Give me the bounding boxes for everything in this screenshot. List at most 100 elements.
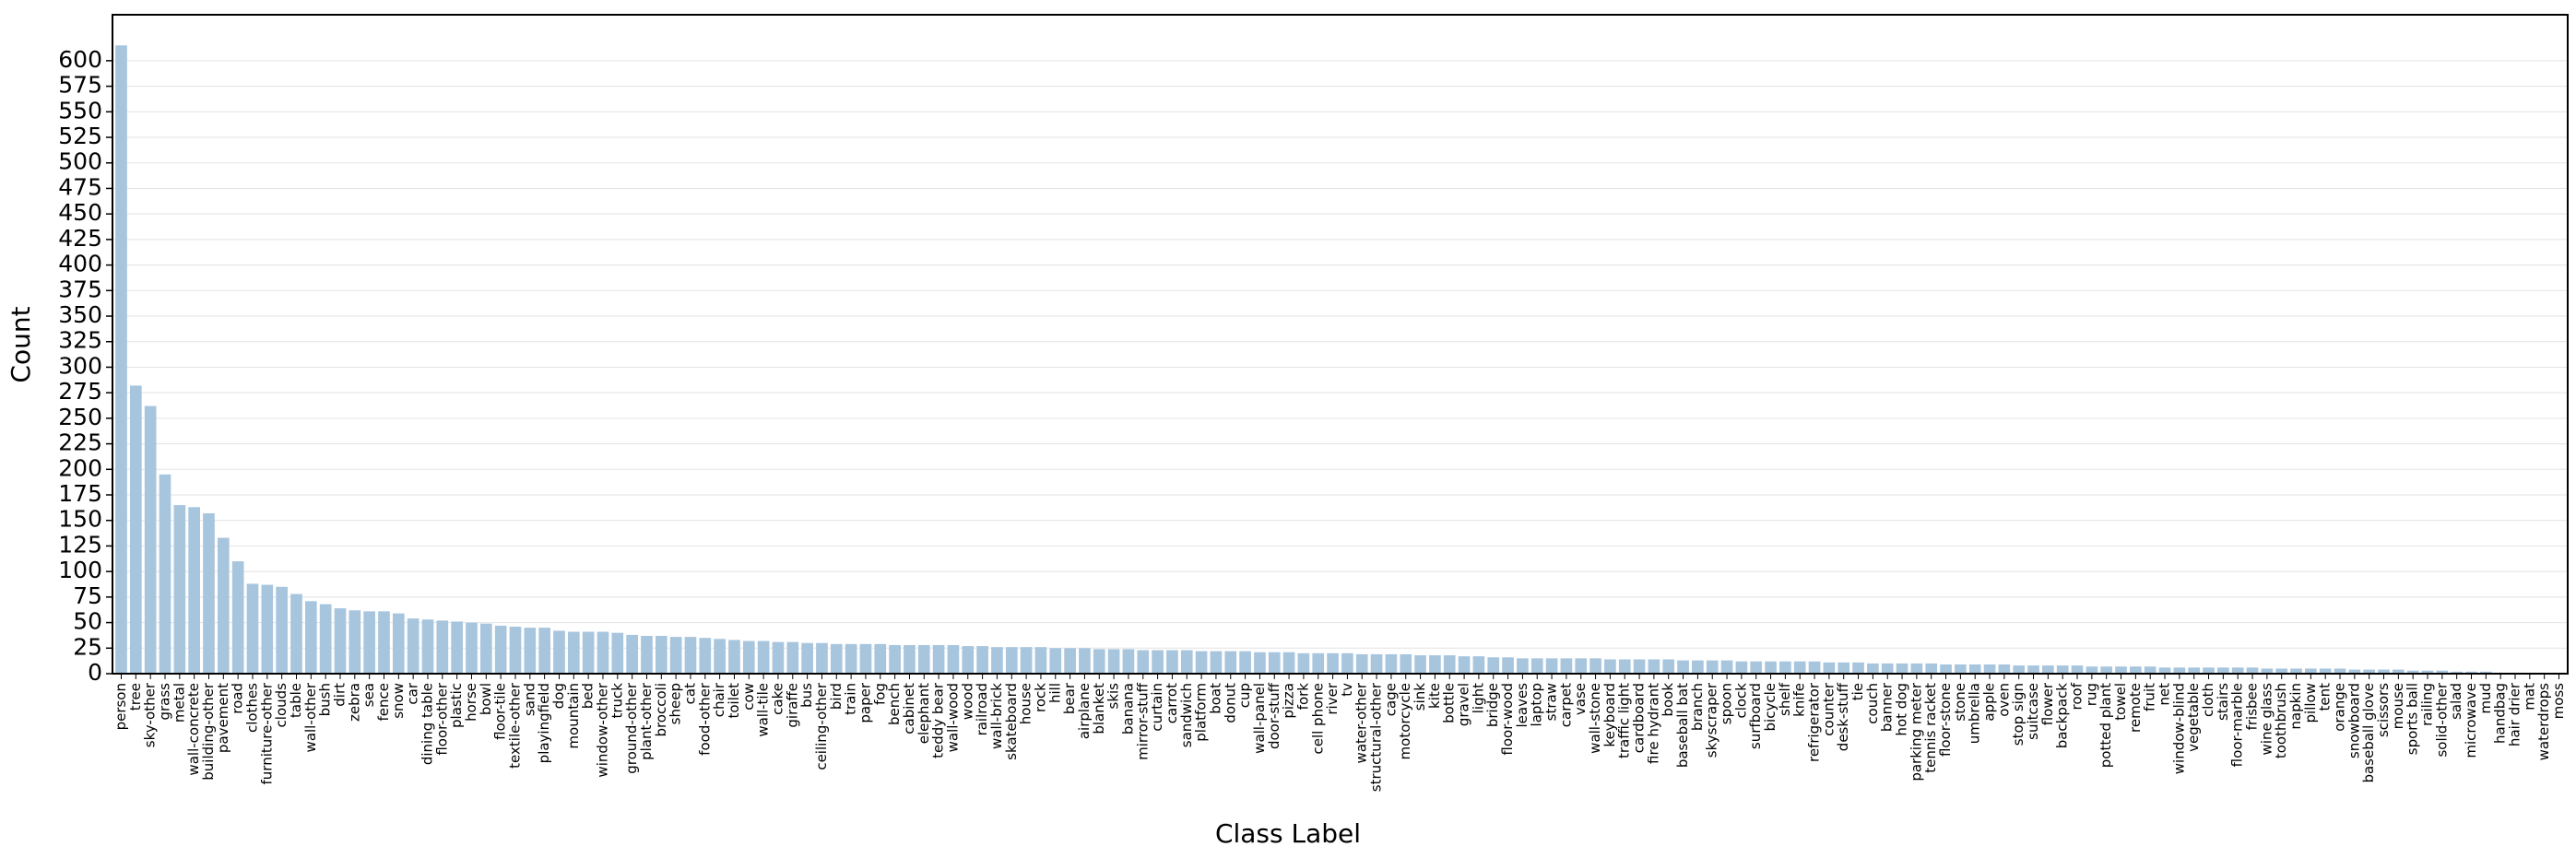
bar — [1079, 648, 1091, 674]
x-tick-label: building-other — [200, 682, 217, 781]
bar — [1254, 652, 1266, 674]
bar — [2086, 666, 2098, 674]
x-tick-label: fire hydrant — [1645, 683, 1661, 764]
bar — [1166, 650, 1178, 674]
bar — [144, 405, 157, 674]
y-tick-label: 75 — [73, 582, 102, 609]
bar — [742, 640, 755, 674]
bar — [976, 646, 988, 674]
x-tick-label: airplane — [1076, 683, 1093, 739]
x-tick-label: branch — [1689, 683, 1706, 731]
bar — [1793, 661, 1806, 674]
x-tick-label: ceiling-other — [813, 682, 830, 770]
x-tick-label: kite — [1426, 683, 1443, 709]
bar — [2056, 665, 2069, 674]
x-tick-label: textile-other — [506, 682, 523, 769]
x-tick-label: teddy bear — [930, 682, 947, 758]
y-tick-label: 400 — [58, 251, 102, 277]
y-tick-label: 575 — [58, 72, 102, 99]
x-tick-label: structural-other — [1368, 682, 1385, 792]
bar — [1458, 656, 1471, 674]
x-tick-label: surfboard — [1747, 683, 1764, 749]
y-tick-label: 275 — [58, 378, 102, 405]
bar — [1925, 663, 1938, 674]
bar — [859, 643, 872, 674]
bar — [1867, 663, 1879, 674]
bar — [2378, 669, 2390, 674]
bar — [1210, 651, 1223, 674]
bar — [2027, 665, 2039, 674]
x-tick-label: stone — [1952, 683, 1968, 722]
x-tick-label: motorcycle — [1397, 683, 1413, 759]
bar — [1692, 660, 1704, 674]
x-tick-label: stop sign — [2010, 683, 2027, 746]
x-tick-label: furniture-other — [258, 682, 275, 784]
x-tick-label: floor-tile — [492, 683, 509, 740]
y-tick-label: 225 — [58, 429, 102, 456]
bar — [2246, 667, 2259, 674]
bar — [641, 635, 653, 674]
bar — [479, 623, 492, 674]
bar — [2013, 665, 2026, 674]
bar — [1896, 663, 1908, 674]
x-tick-label: metal — [171, 683, 187, 723]
bar — [1765, 661, 1777, 674]
bar — [626, 634, 638, 674]
x-tick-label: vegetable — [2185, 683, 2202, 752]
bar — [2393, 669, 2405, 674]
bar — [1517, 658, 1529, 674]
bar — [2203, 667, 2215, 674]
bar — [1268, 652, 1281, 674]
x-tick-label: wall-concrete — [185, 683, 202, 776]
y-tick-label: 125 — [58, 531, 102, 558]
bar — [2465, 671, 2477, 674]
x-tick-label: vase — [1572, 683, 1589, 715]
x-tick-label: scissors — [2375, 683, 2392, 737]
x-tick-label: waterdrops — [2535, 683, 2552, 761]
x-tick-label: snowboard — [2346, 683, 2362, 758]
x-tick-label: playingfield — [536, 683, 552, 763]
x-tick-label: roof — [2069, 682, 2086, 710]
bar — [1239, 651, 1251, 674]
bar — [655, 635, 668, 674]
x-tick-label: car — [405, 682, 421, 704]
bar — [2100, 666, 2113, 674]
bar — [319, 604, 332, 674]
x-tick-label: suitcase — [2025, 683, 2041, 740]
x-tick-label: backpack — [2054, 683, 2071, 749]
bar — [567, 631, 580, 674]
x-tick-label: person — [112, 683, 129, 730]
bar — [1779, 661, 1791, 674]
bar — [1881, 663, 1894, 674]
x-tick-label: carrot — [1164, 683, 1180, 723]
x-tick-label: potted plant — [2097, 683, 2114, 768]
bar — [1341, 652, 1353, 674]
bar — [757, 640, 770, 674]
x-tick-label: bowl — [478, 683, 494, 715]
x-tick-label: hill — [1046, 683, 1063, 703]
x-tick-label: sink — [1412, 683, 1428, 711]
bar — [1720, 660, 1733, 674]
bar — [1429, 655, 1441, 674]
x-tick-label: cage — [1382, 683, 1399, 716]
bar — [1955, 664, 1967, 674]
x-tick-label: broccoli — [653, 683, 669, 737]
y-tick-label: 375 — [58, 276, 102, 302]
x-tick-label: shelf — [1777, 682, 1793, 716]
x-tick-label: food-other — [696, 682, 713, 756]
x-tick-label: bottle — [1441, 683, 1458, 723]
x-tick-label: tent — [2317, 683, 2334, 711]
bar — [1224, 651, 1237, 674]
x-tick-label: bird — [828, 683, 845, 710]
x-tick-label: banner — [1879, 682, 1896, 732]
bar — [1385, 653, 1398, 674]
x-tick-label: river — [1324, 682, 1341, 714]
x-tick-label: towel — [2112, 683, 2129, 721]
x-tick-label: clouds — [273, 683, 290, 728]
bar — [597, 631, 609, 674]
bar — [509, 627, 522, 674]
x-tick-label: house — [1018, 683, 1034, 724]
bar — [304, 601, 317, 674]
bar — [1706, 660, 1719, 674]
